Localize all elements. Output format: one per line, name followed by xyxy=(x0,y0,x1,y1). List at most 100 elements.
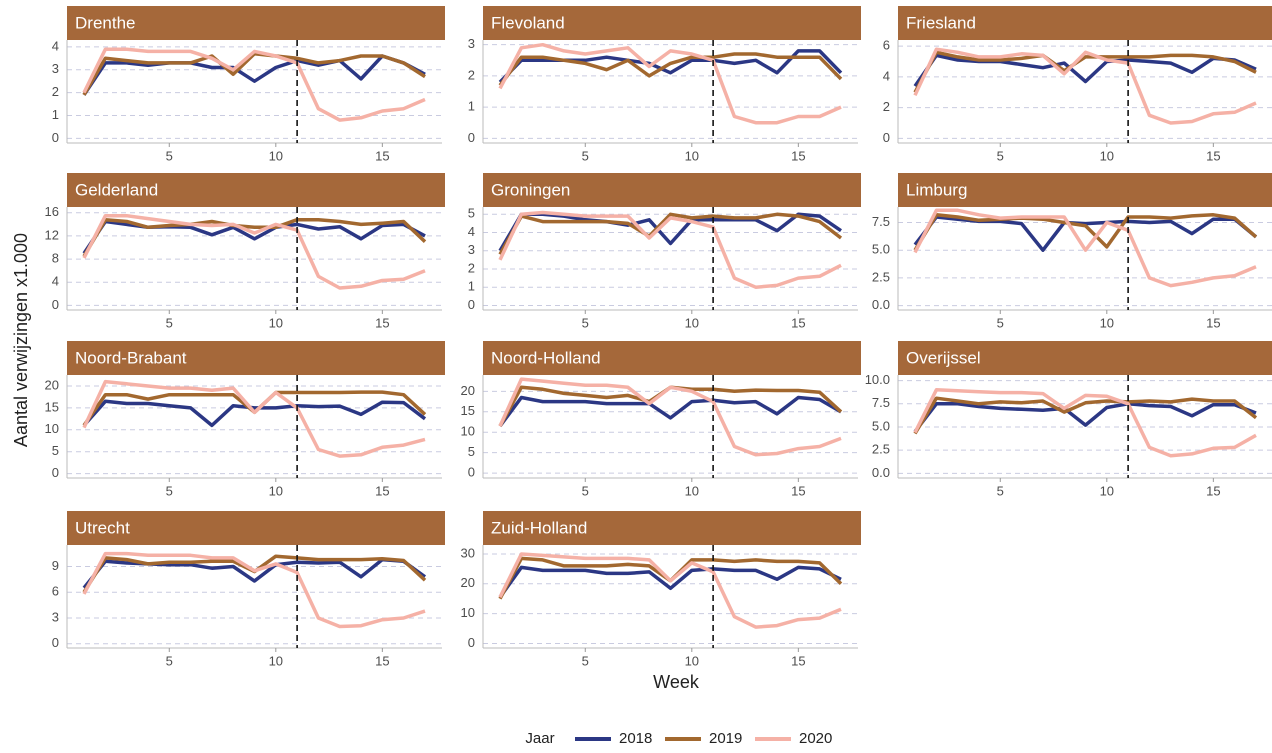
strip xyxy=(898,341,1272,375)
series-line xyxy=(913,396,1258,435)
series-line xyxy=(82,51,426,96)
x-tick-label: 15 xyxy=(1206,315,1220,330)
y-tick-label: 10 xyxy=(461,605,475,620)
series-line xyxy=(498,565,842,599)
strip xyxy=(483,173,861,207)
y-tick-label: 0 xyxy=(468,130,475,145)
y-tick-label: 4 xyxy=(52,274,59,289)
panel-title: Overijssel xyxy=(906,348,981,367)
x-tick-label: 10 xyxy=(685,148,699,163)
series-line xyxy=(82,399,427,428)
series-line xyxy=(498,212,842,252)
strip xyxy=(483,341,861,375)
y-tick-label: 4 xyxy=(883,68,890,83)
x-tick-label: 5 xyxy=(582,483,589,498)
panel-title: Limburg xyxy=(906,180,967,199)
y-tick-label: 2 xyxy=(52,84,59,99)
series-line xyxy=(498,395,842,428)
panel-title: Gelderland xyxy=(75,180,158,199)
y-tick-label: 0.0 xyxy=(872,297,890,312)
series-line xyxy=(498,210,842,289)
y-tick-label: 7.5 xyxy=(872,395,890,410)
y-tick-label: 2 xyxy=(468,67,475,82)
y-tick-label: 20 xyxy=(461,383,475,398)
y-tick-label: 15 xyxy=(45,399,59,414)
y-tick-label: 9 xyxy=(52,558,59,573)
series-line xyxy=(498,42,842,125)
x-tick-label: 5 xyxy=(997,315,1004,330)
x-tick-label: 10 xyxy=(685,653,699,668)
x-tick-label: 10 xyxy=(269,653,283,668)
x-tick-label: 5 xyxy=(997,483,1004,498)
series-line xyxy=(82,554,427,594)
y-tick-label: 0 xyxy=(883,130,890,145)
strip xyxy=(67,341,445,375)
series-line xyxy=(82,54,426,96)
x-tick-label: 5 xyxy=(166,653,173,668)
y-tick-label: 2.5 xyxy=(872,269,890,284)
y-tick-label: 2 xyxy=(468,260,475,275)
y-tick-label: 12 xyxy=(45,227,59,242)
panel-title: Groningen xyxy=(491,180,570,199)
x-tick-label: 15 xyxy=(375,653,389,668)
legend-label: 2020 xyxy=(799,730,832,747)
y-tick-label: 5.0 xyxy=(872,418,890,433)
y-tick-label: 8 xyxy=(52,251,59,266)
series-line xyxy=(82,217,427,258)
y-tick-label: 3 xyxy=(52,61,59,76)
x-tick-label: 5 xyxy=(166,315,173,330)
y-tick-label: 1 xyxy=(52,107,59,122)
y-tick-label: 5.0 xyxy=(872,242,890,257)
series-line xyxy=(498,552,842,629)
x-axis-title: Week xyxy=(653,672,700,692)
x-tick-label: 15 xyxy=(791,148,805,163)
x-tick-label: 15 xyxy=(791,483,805,498)
x-tick-label: 10 xyxy=(1100,315,1114,330)
y-tick-label: 16 xyxy=(45,204,59,219)
x-tick-label: 10 xyxy=(685,315,699,330)
x-tick-label: 10 xyxy=(269,315,283,330)
series-line xyxy=(913,215,1258,252)
y-tick-label: 4 xyxy=(52,38,59,53)
x-tick-label: 10 xyxy=(269,148,283,163)
y-tick-label: 20 xyxy=(45,377,59,392)
x-tick-label: 5 xyxy=(166,148,173,163)
y-tick-label: 0 xyxy=(52,465,59,480)
y-tick-label: 15 xyxy=(461,403,475,418)
y-tick-label: 2 xyxy=(883,99,890,114)
y-tick-label: 10 xyxy=(45,421,59,436)
x-tick-label: 15 xyxy=(375,483,389,498)
x-tick-label: 15 xyxy=(1206,148,1220,163)
strip xyxy=(67,173,445,207)
series-line xyxy=(498,385,843,427)
y-tick-label: 6 xyxy=(883,38,890,53)
panel-title: Utrecht xyxy=(75,518,130,537)
x-tick-label: 15 xyxy=(791,653,805,668)
panel-title: Noord-Brabant xyxy=(75,348,187,367)
x-tick-label: 10 xyxy=(269,483,283,498)
series-line xyxy=(498,52,843,87)
x-tick-label: 5 xyxy=(997,148,1004,163)
strip xyxy=(67,511,445,545)
series-line xyxy=(498,212,843,256)
x-tick-label: 15 xyxy=(791,315,805,330)
series-line xyxy=(82,213,426,290)
series-line xyxy=(913,388,1257,458)
series-line xyxy=(82,47,426,122)
y-tick-label: 6 xyxy=(52,584,59,599)
series-line xyxy=(913,47,1257,125)
x-tick-label: 15 xyxy=(375,148,389,163)
y-tick-label: 0 xyxy=(52,130,59,145)
y-tick-label: 0 xyxy=(468,297,475,312)
panel-title: Drenthe xyxy=(75,13,135,32)
y-tick-label: 10 xyxy=(461,424,475,439)
panel-title: Zuid-Holland xyxy=(491,518,587,537)
x-tick-label: 5 xyxy=(582,653,589,668)
legend-title: Jaar xyxy=(525,730,554,747)
series-line xyxy=(913,402,1257,433)
y-tick-label: 5 xyxy=(468,206,475,221)
y-tick-label: 2.5 xyxy=(872,442,890,457)
y-tick-label: 0 xyxy=(52,635,59,650)
panel-title: Friesland xyxy=(906,13,976,32)
